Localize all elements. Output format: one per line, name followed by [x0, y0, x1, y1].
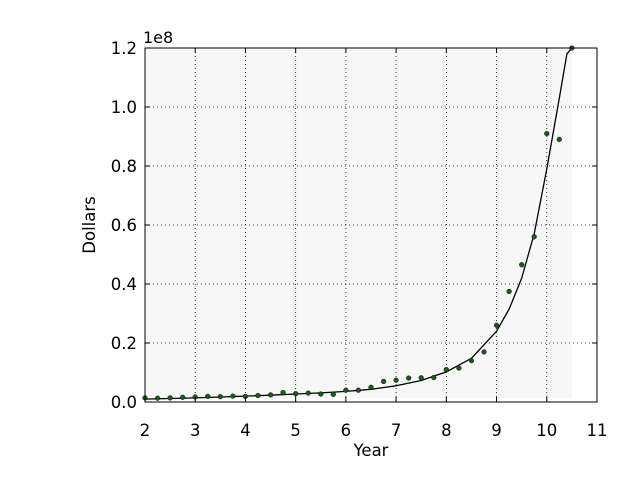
data-point — [456, 365, 462, 371]
data-point — [431, 374, 437, 381]
y-tick-label: 0.4 — [111, 275, 137, 294]
x-tick-label: 4 — [240, 421, 251, 440]
data-point — [318, 391, 324, 397]
x-tick-label: 11 — [587, 421, 608, 440]
y-tick-label: 1.0 — [111, 98, 137, 117]
x-axis-label: Year — [353, 441, 389, 460]
data-point — [305, 390, 311, 396]
x-tick-label: 2 — [140, 421, 151, 440]
x-tick-label: 5 — [290, 421, 301, 440]
data-point — [506, 288, 512, 295]
y-tick-label: 0.8 — [111, 157, 137, 176]
ticks: 2 3 4 5 6 7 8 9 10 11 0.0 0.2 0.4 0.6 0.8 1.0 1.2 — [111, 39, 608, 440]
x-tick-label: 6 — [341, 421, 352, 440]
x-tick-label: 3 — [190, 421, 201, 440]
data-point — [293, 391, 299, 397]
data-point — [343, 387, 349, 393]
x-tick-label: 10 — [536, 421, 557, 440]
data-point — [381, 378, 387, 385]
data-point — [230, 393, 236, 399]
data-point — [368, 384, 374, 390]
plot-area — [145, 48, 572, 398]
data-point — [481, 349, 487, 355]
data-point — [393, 377, 399, 383]
data-point — [268, 392, 274, 398]
x-tick-label: 8 — [441, 421, 452, 440]
x-tick-label: 9 — [491, 421, 502, 440]
data-point — [217, 394, 223, 400]
data-point — [155, 395, 161, 401]
marks — [142, 45, 575, 401]
data-point — [418, 375, 424, 381]
grid — [145, 48, 597, 402]
y-axis-label: Dollars — [80, 196, 99, 253]
y-tick-label: 0.0 — [111, 393, 137, 412]
data-point — [443, 367, 449, 373]
data-point — [167, 395, 173, 401]
data-point — [205, 393, 211, 400]
data-point — [468, 358, 475, 364]
data-point — [355, 387, 362, 393]
data-point — [180, 394, 186, 400]
y-tick-label: 0.2 — [111, 334, 137, 353]
data-point — [519, 262, 525, 268]
data-point — [406, 375, 412, 381]
data-point — [556, 136, 562, 143]
data-point — [494, 322, 500, 328]
y-offset-text: 1e8 — [143, 28, 173, 47]
data-point — [531, 234, 537, 240]
y-tick-label: 0.6 — [111, 216, 137, 235]
data-point — [330, 391, 336, 397]
data-point — [544, 131, 550, 137]
data-point — [255, 392, 261, 399]
y-tick-label: 1.2 — [111, 39, 137, 58]
data-point — [280, 390, 286, 396]
x-tick-label: 7 — [391, 421, 402, 440]
